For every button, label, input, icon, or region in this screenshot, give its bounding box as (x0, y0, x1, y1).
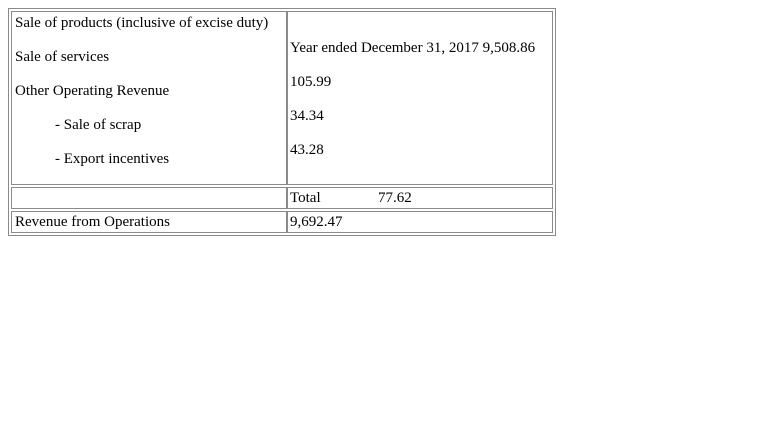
total-empty-cell (11, 187, 287, 209)
revenue-value-cell: 9,692.47 (287, 211, 553, 233)
revenue-label-cell: Revenue from Operations (11, 211, 287, 233)
sale-of-products-label: Sale of products (inclusive of excise du… (15, 15, 269, 31)
left-details-cell: Sale of products (inclusive of excise du… (11, 11, 287, 185)
total-cell: Total 77.62 (287, 187, 553, 209)
other-operating-revenue-label: Other Operating Revenue (15, 83, 170, 99)
right-values-cell: Year ended December 31, 2017 9,508.86 10… (287, 11, 553, 185)
sale-of-services-value: 105.99 (290, 74, 332, 90)
revenue-from-operations-label: Revenue from Operations (15, 214, 170, 230)
sale-of-scrap-label: - Sale of scrap (55, 117, 142, 133)
sale-of-scrap-value: 34.34 (290, 108, 324, 124)
year-ended-value: Year ended December 31, 2017 9,508.86 (290, 40, 536, 56)
total-value: 77.62 (378, 190, 412, 206)
revenue-table: Sale of products (inclusive of excise du… (8, 8, 556, 236)
export-incentives-label: - Export incentives (55, 151, 170, 167)
revenue-from-operations-value: 9,692.47 (290, 214, 343, 230)
total-label: Total (290, 190, 321, 206)
sale-of-services-label: Sale of services (15, 49, 110, 65)
export-incentives-value: 43.28 (290, 142, 324, 158)
